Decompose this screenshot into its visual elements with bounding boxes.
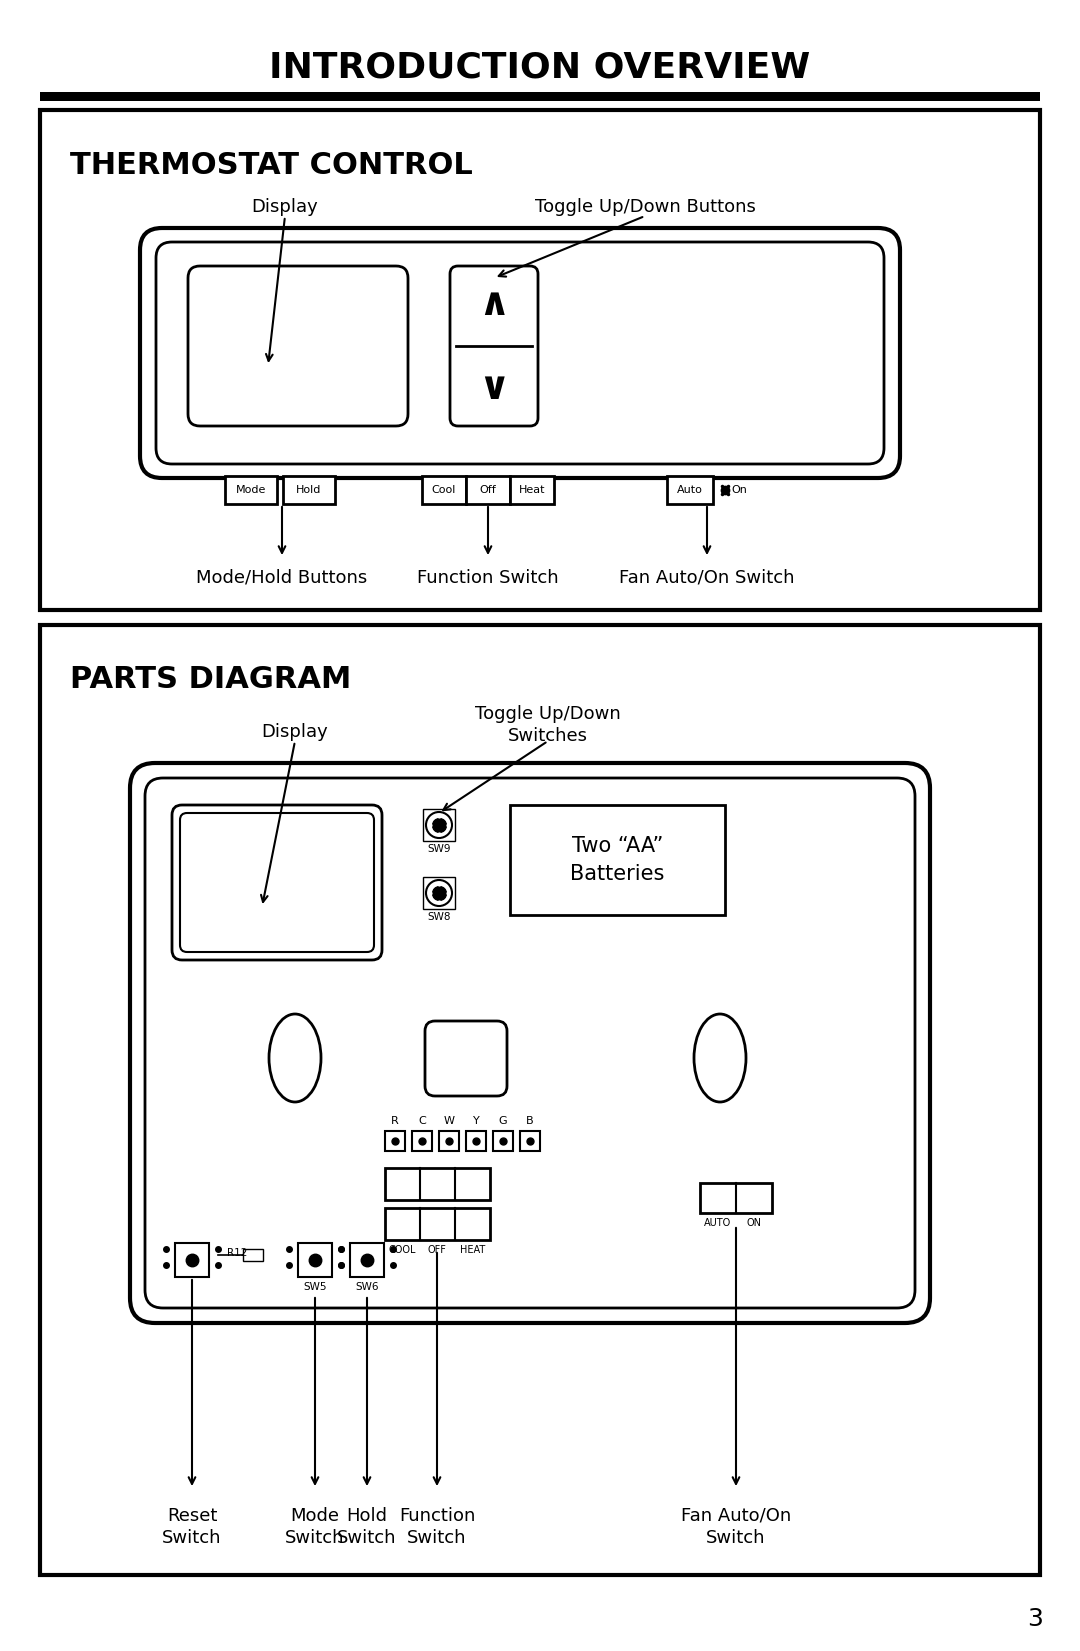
Text: Mode/Hold Buttons: Mode/Hold Buttons	[197, 570, 367, 588]
Bar	[438, 1131, 459, 1151]
Ellipse shape	[269, 1014, 321, 1101]
Bar	[422, 475, 465, 504]
Bar	[519, 1131, 540, 1151]
Text: THERMOSTAT CONTROL: THERMOSTAT CONTROL	[70, 150, 473, 180]
Bar	[411, 1131, 432, 1151]
Bar	[175, 1243, 210, 1276]
Bar	[384, 1131, 405, 1151]
Text: Y: Y	[473, 1116, 480, 1126]
Text: Display: Display	[252, 198, 319, 216]
Text: On: On	[731, 485, 747, 495]
Text: Fan Auto/On Switch: Fan Auto/On Switch	[619, 570, 795, 588]
Text: Toggle Up/Down
Switches: Toggle Up/Down Switches	[475, 705, 621, 745]
Bar	[283, 475, 335, 504]
FancyBboxPatch shape	[450, 266, 538, 426]
Text: COOL: COOL	[388, 1245, 416, 1255]
Text: SW9: SW9	[428, 844, 450, 854]
Text: R12: R12	[227, 1248, 247, 1258]
Bar	[40, 111, 1040, 609]
Bar	[225, 475, 276, 504]
Text: Heat: Heat	[518, 485, 545, 495]
Bar	[384, 1209, 490, 1240]
Text: AUTO: AUTO	[704, 1218, 731, 1228]
Text: Display: Display	[261, 723, 328, 741]
Text: ∨: ∨	[478, 370, 510, 408]
Bar	[667, 475, 713, 504]
Text: HEAT: HEAT	[460, 1245, 486, 1255]
Bar	[510, 806, 725, 915]
Text: Function
Switch: Function Switch	[399, 1507, 475, 1547]
Bar	[384, 1167, 490, 1200]
Ellipse shape	[694, 1014, 746, 1101]
Bar	[465, 1131, 486, 1151]
Text: R: R	[391, 1116, 399, 1126]
Text: SW6: SW6	[355, 1281, 379, 1293]
FancyBboxPatch shape	[140, 228, 900, 479]
Text: OFF: OFF	[428, 1245, 446, 1255]
FancyBboxPatch shape	[180, 812, 374, 953]
Text: Function Switch: Function Switch	[417, 570, 558, 588]
Bar	[700, 1184, 772, 1213]
Bar	[350, 1243, 384, 1276]
Bar	[243, 1250, 264, 1261]
Text: Mode: Mode	[235, 485, 266, 495]
Bar	[423, 809, 455, 840]
Bar	[510, 475, 554, 504]
Text: Reset
Switch: Reset Switch	[162, 1507, 221, 1547]
Text: PARTS DIAGRAM: PARTS DIAGRAM	[70, 665, 351, 695]
Text: SW5: SW5	[303, 1281, 327, 1293]
Text: Cool: Cool	[432, 485, 456, 495]
Text: Auto: Auto	[677, 485, 703, 495]
Text: INTRODUCTION OVERVIEW: INTRODUCTION OVERVIEW	[269, 51, 811, 84]
FancyBboxPatch shape	[130, 763, 930, 1322]
Text: Hold
Switch: Hold Switch	[337, 1507, 396, 1547]
Bar	[465, 475, 510, 504]
Text: C: C	[418, 1116, 426, 1126]
Text: W: W	[444, 1116, 455, 1126]
Text: 3: 3	[1027, 1606, 1043, 1631]
Text: G: G	[499, 1116, 508, 1126]
Bar	[40, 92, 1040, 101]
FancyBboxPatch shape	[172, 806, 382, 959]
Bar	[40, 626, 1040, 1575]
Bar	[423, 877, 455, 910]
FancyBboxPatch shape	[426, 1020, 507, 1096]
Text: SW8: SW8	[428, 911, 450, 921]
Text: Two “AA”
Batteries: Two “AA” Batteries	[570, 835, 664, 883]
FancyBboxPatch shape	[156, 243, 885, 464]
Bar	[492, 1131, 513, 1151]
Text: Off: Off	[480, 485, 497, 495]
Bar	[298, 1243, 332, 1276]
Text: B: B	[526, 1116, 534, 1126]
Text: ON: ON	[746, 1218, 761, 1228]
FancyBboxPatch shape	[188, 266, 408, 426]
Text: ∧: ∧	[478, 286, 510, 324]
FancyBboxPatch shape	[145, 778, 915, 1308]
Text: Toggle Up/Down Buttons: Toggle Up/Down Buttons	[535, 198, 755, 216]
Text: Fan Auto/On
Switch: Fan Auto/On Switch	[680, 1507, 792, 1547]
Text: Mode
Switch: Mode Switch	[285, 1507, 345, 1547]
Text: Hold: Hold	[296, 485, 322, 495]
